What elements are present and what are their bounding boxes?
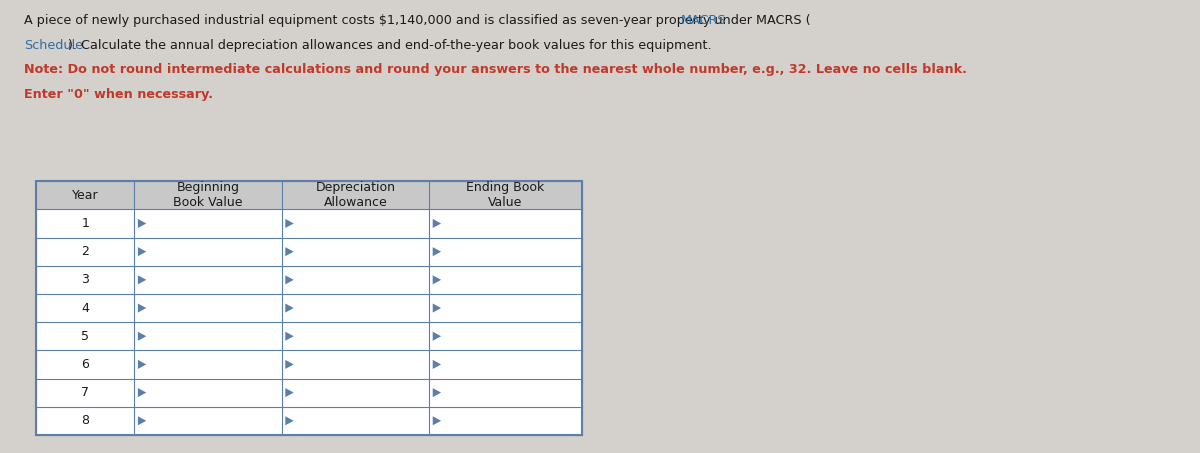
Text: 3: 3 <box>82 273 89 286</box>
Text: ). Calculate the annual depreciation allowances and end-of-the-year book values : ). Calculate the annual depreciation all… <box>68 39 712 52</box>
Text: 7: 7 <box>82 386 89 399</box>
Text: Year: Year <box>72 189 98 202</box>
Text: 2: 2 <box>82 245 89 258</box>
Text: Beginning
Book Value: Beginning Book Value <box>173 181 242 209</box>
Text: Depreciation
Allowance: Depreciation Allowance <box>316 181 396 209</box>
Text: Note: Do not round intermediate calculations and round your answers to the neare: Note: Do not round intermediate calculat… <box>24 63 967 77</box>
Text: 5: 5 <box>82 330 89 343</box>
Text: A piece of newly purchased industrial equipment costs $1,140,000 and is classifi: A piece of newly purchased industrial eq… <box>24 14 811 27</box>
Text: Schedule: Schedule <box>24 39 83 52</box>
Text: Enter "0" when necessary.: Enter "0" when necessary. <box>24 88 214 101</box>
Text: 6: 6 <box>82 358 89 371</box>
Text: Ending Book
Value: Ending Book Value <box>467 181 545 209</box>
Text: 4: 4 <box>82 302 89 314</box>
Text: 1: 1 <box>82 217 89 230</box>
Text: 8: 8 <box>82 414 89 427</box>
Text: MACRS: MACRS <box>680 14 726 27</box>
